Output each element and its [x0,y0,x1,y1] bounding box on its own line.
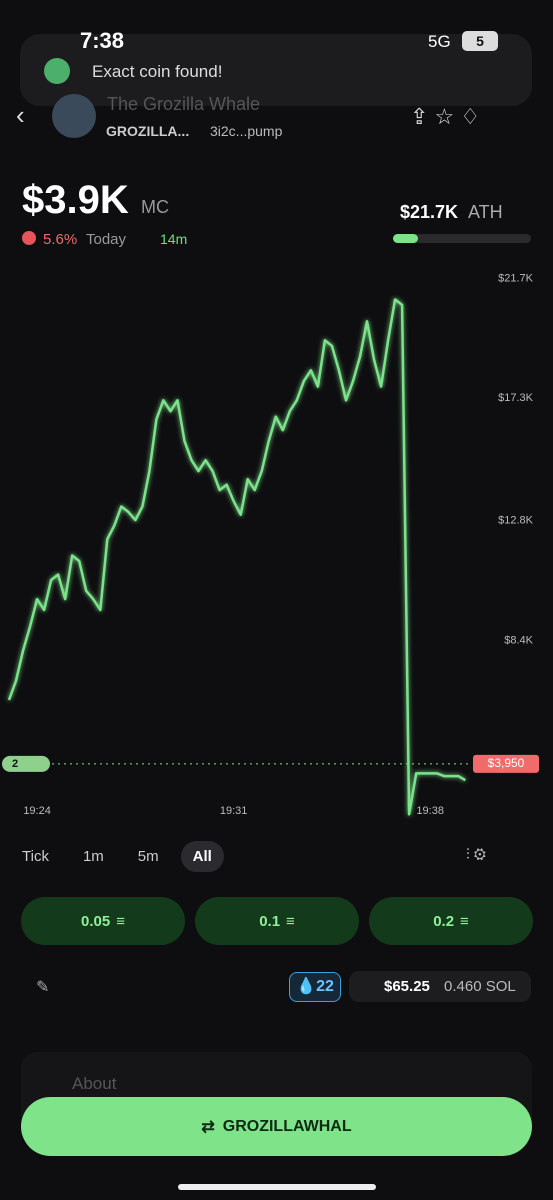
chart-tools[interactable]: ⫶ ⚙ [466,846,487,863]
avatar [52,94,96,138]
priority-value: 22 [316,978,334,995]
address[interactable]: 3i2c...pump [210,123,283,139]
timeframe[interactable]: 5m [137,848,159,865]
amount: 0.05 [81,912,111,930]
battery: 5 [462,31,498,51]
toast [20,34,532,106]
wallet[interactable] [349,971,531,1002]
down-icon [22,231,36,245]
ticker: GROZILLA... [106,123,190,139]
priority[interactable]: 💧22 [289,972,341,1002]
back[interactable]: ‹ [16,100,25,130]
y-tick-label: $12.8K [498,515,534,527]
amount-button[interactable]: 0.2 ≡ [369,897,533,945]
token-name: The Grozilla Whale [107,94,261,114]
about[interactable]: About [72,1074,117,1093]
toast-text: Exact coin found! [92,62,223,81]
marker-badge [2,755,50,772]
age: 14m [160,231,188,247]
x-tick-label: 19:31 [220,805,248,817]
y-tick-label: $17.3K [498,392,534,404]
timeframe[interactable]: All [180,841,224,872]
timeframe[interactable]: Tick [22,848,49,865]
current-price-box [473,754,539,773]
mc-unit: MC [141,197,169,217]
y-tick-label: $8.4K [504,635,533,647]
ath-value: $21.7K [400,202,459,222]
wallet-usd: $65.25 [384,978,430,995]
ath-label: ATH [468,202,503,222]
wallet-sol: 0.460 SOL [444,978,516,995]
edit-icon[interactable]: ✎ [36,979,50,996]
market-cap: $3.9K [22,178,129,222]
timeframes: Tick 1m 5m All [10,841,224,872]
header-icons[interactable]: ⇪ ☆ ♢ [410,104,481,129]
x-tick-label: 19:38 [416,805,444,817]
price-line [7,298,466,816]
buy-button[interactable]: ⇄ GROZILLAWHAL [21,1097,532,1156]
price-chart: $3.9K$8.4K$12.8K$17.3K$21.7K19:2419:3119… [2,272,539,817]
amount-button[interactable]: 0.05 ≡ [21,897,185,945]
marker-count: 2 [12,758,18,770]
home-indicator [178,1184,376,1190]
timeframe[interactable]: 1m [82,848,104,865]
current-price-label: $3,950 [488,756,525,770]
y-tick-label: $21.7K [498,272,534,284]
change: 5.6% [43,231,78,248]
amount: 0.2 [433,912,455,930]
amount: 0.1 [259,912,281,930]
network: 5G [428,32,451,51]
x-tick-label: 19:24 [23,805,51,817]
clock: 7:38 [80,28,125,53]
action: GROZILLAWHAL [222,1117,352,1135]
amount-button[interactable]: 0.1 ≡ [195,897,359,945]
check-icon [44,58,70,84]
ath-bar [393,234,531,243]
period: Today [86,231,127,248]
